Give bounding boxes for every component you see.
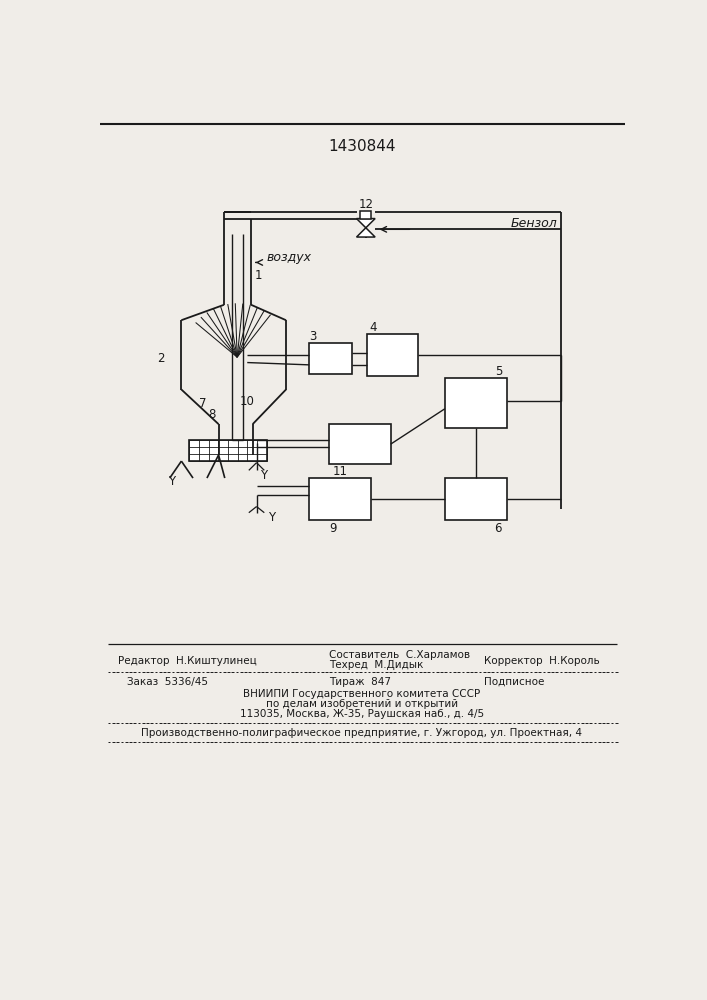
Text: Тираж  847: Тираж 847 [329, 677, 391, 687]
Text: Корректор  Н.Король: Корректор Н.Король [484, 656, 600, 666]
Text: 9: 9 [329, 522, 337, 535]
Text: 2: 2 [157, 352, 164, 365]
Text: 6: 6 [493, 522, 501, 535]
Text: 5: 5 [496, 365, 503, 378]
Text: Редактор  Н.Киштулинец: Редактор Н.Киштулинец [118, 656, 257, 666]
Text: 1430844: 1430844 [328, 139, 396, 154]
Text: 113035, Москва, Ж-35, Раушская наб., д. 4/5: 113035, Москва, Ж-35, Раушская наб., д. … [240, 709, 484, 719]
Text: Заказ  5336/45: Заказ 5336/45 [127, 677, 208, 687]
Polygon shape [356, 219, 375, 228]
Bar [445, 478, 507, 520]
Bar [368, 334, 418, 376]
Text: 4: 4 [370, 321, 378, 334]
Bar [329, 424, 391, 464]
Text: ВНИИПИ Государственного комитета СССР: ВНИИПИ Государственного комитета СССР [243, 689, 481, 699]
Text: Составитель  С.Харламов: Составитель С.Харламов [329, 650, 469, 660]
Text: Производственно-полиграфическое предприятие, г. Ужгород, ул. Проектная, 4: Производственно-полиграфическое предприя… [141, 728, 583, 738]
Polygon shape [356, 228, 375, 237]
Text: 1: 1 [255, 269, 262, 282]
Bar [309, 478, 371, 520]
Text: 10: 10 [240, 395, 255, 408]
Text: Бензол: Бензол [510, 217, 557, 230]
Text: 8: 8 [209, 408, 216, 421]
Text: 3: 3 [310, 330, 317, 343]
Bar [361, 211, 371, 219]
Text: воздух: воздух [267, 251, 312, 264]
Text: по делам изобретений и открытий: по делам изобретений и открытий [266, 699, 458, 709]
Text: Техред  М.Дидык: Техред М.Дидык [329, 660, 423, 670]
Text: Подписное: Подписное [484, 677, 544, 687]
Bar [445, 378, 507, 428]
Bar [189, 440, 267, 461]
Text: Y: Y [268, 511, 275, 524]
Text: Y: Y [260, 469, 267, 482]
Text: 12: 12 [358, 198, 373, 211]
Bar [309, 343, 352, 374]
Text: 7: 7 [199, 397, 207, 410]
Text: Y: Y [168, 475, 175, 488]
Text: 11: 11 [333, 465, 348, 478]
